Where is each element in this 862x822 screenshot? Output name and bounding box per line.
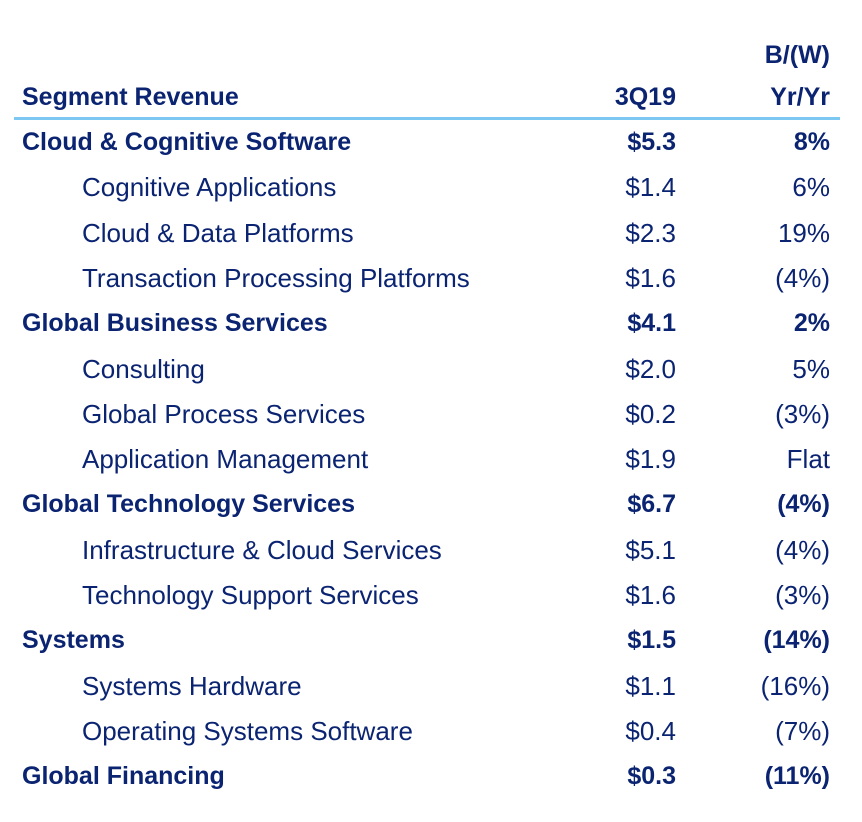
row-label: Transaction Processing Platforms xyxy=(82,262,470,293)
row-label: Cloud & Data Platforms xyxy=(82,217,354,248)
header-divider xyxy=(14,117,840,120)
row-yoy-change: (3%) xyxy=(775,398,830,429)
row-label: Application Management xyxy=(82,444,369,475)
row-label: Consulting xyxy=(82,353,205,384)
segment-row: Global Financing $0.3 (11%) xyxy=(0,756,862,796)
subsegment-row: Cloud & Data Platforms $2.3 19% xyxy=(0,213,862,253)
row-revenue: $2.0 xyxy=(625,353,676,384)
subsegment-row: Transaction Processing Platforms $1.6 (4%) xyxy=(0,258,862,298)
row-label: Global Process Services xyxy=(82,398,366,429)
row-revenue: $5.3 xyxy=(627,128,676,156)
row-yoy-change: 2% xyxy=(793,309,830,338)
row-yoy-change: (16%) xyxy=(760,670,830,701)
row-revenue: $1.1 xyxy=(625,670,676,701)
segment-row: Systems $1.5 (14%) xyxy=(0,620,862,660)
row-label: Cloud & Cognitive Software xyxy=(22,128,352,156)
row-yoy-change: (7%) xyxy=(775,715,830,746)
change-header-line1: B/(W) xyxy=(764,41,830,69)
row-revenue: $1.5 xyxy=(627,626,676,655)
row-yoy-change: 19% xyxy=(777,217,830,248)
row-yoy-change: Flat xyxy=(786,444,830,475)
row-yoy-change: (4%) xyxy=(777,490,830,519)
row-yoy-change: (3%) xyxy=(775,580,830,610)
row-yoy-change: 6% xyxy=(792,172,830,203)
subsegment-row: Systems Hardware $1.1 (16%) xyxy=(0,666,862,706)
row-revenue: $1.6 xyxy=(625,262,676,293)
row-revenue: $0.3 xyxy=(627,762,676,791)
subsegment-row: Global Process Services $0.2 (3%) xyxy=(0,394,862,434)
row-revenue: $1.6 xyxy=(625,580,676,610)
row-revenue: $6.7 xyxy=(627,490,676,519)
row-revenue: $2.3 xyxy=(625,217,676,248)
subsegment-row: Operating Systems Software $0.4 (7%) xyxy=(0,711,862,751)
row-label: Global Technology Services xyxy=(22,490,355,519)
row-revenue: $5.1 xyxy=(625,534,676,565)
row-yoy-change: (4%) xyxy=(775,534,830,565)
period-header: 3Q19 xyxy=(614,83,676,111)
segment-header: Segment Revenue xyxy=(22,83,239,111)
row-label: Systems Hardware xyxy=(82,670,302,701)
row-revenue: $0.4 xyxy=(625,715,676,746)
row-revenue: $1.9 xyxy=(625,444,676,475)
change-header-line2: Yr/Yr xyxy=(770,83,830,111)
subsegment-row: Application Management $1.9 Flat xyxy=(0,439,862,479)
segment-row: Cloud & Cognitive Software $5.3 8% xyxy=(0,122,862,162)
subsegment-row: Technology Support Services $1.6 (3%) xyxy=(0,575,862,615)
row-yoy-change: (14%) xyxy=(763,626,830,655)
row-label: Cognitive Applications xyxy=(82,172,337,203)
subsegment-row: Infrastructure & Cloud Services $5.1 (4%) xyxy=(0,530,862,570)
row-yoy-change: (11%) xyxy=(764,762,830,791)
row-label: Systems xyxy=(22,626,125,655)
row-label: Global Financing xyxy=(22,762,225,791)
row-label: Infrastructure & Cloud Services xyxy=(82,534,442,565)
subsegment-row: Cognitive Applications $1.4 6% xyxy=(0,167,862,207)
row-label: Global Business Services xyxy=(22,309,328,338)
row-yoy-change: (4%) xyxy=(775,262,830,293)
row-label: Technology Support Services xyxy=(82,580,419,610)
row-yoy-change: 5% xyxy=(792,353,830,384)
subsegment-row: Consulting $2.0 5% xyxy=(0,349,862,389)
row-revenue: $1.4 xyxy=(625,172,676,203)
row-label: Operating Systems Software xyxy=(82,715,413,746)
row-revenue: $4.1 xyxy=(627,309,676,338)
segment-row: Global Technology Services $6.7 (4%) xyxy=(0,484,862,524)
segment-row: Global Business Services $4.1 2% xyxy=(0,303,862,343)
row-yoy-change: 8% xyxy=(793,128,830,156)
row-revenue: $0.2 xyxy=(625,398,676,429)
